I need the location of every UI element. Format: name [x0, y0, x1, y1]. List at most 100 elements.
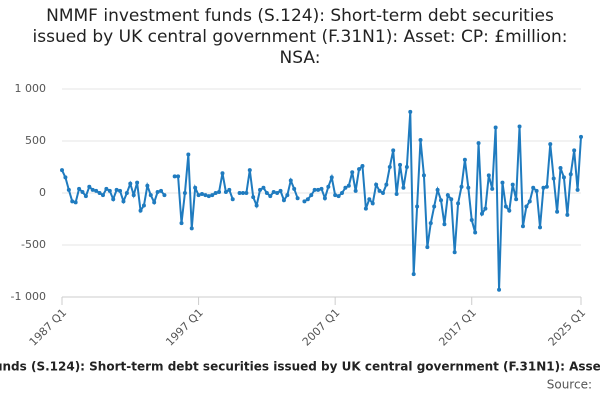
point — [541, 185, 546, 190]
point — [449, 197, 454, 202]
source: Source: — [547, 378, 592, 392]
point — [469, 218, 474, 223]
point — [172, 174, 177, 179]
point — [90, 187, 95, 192]
point — [179, 221, 184, 226]
point — [83, 194, 88, 199]
point — [411, 272, 416, 277]
point — [223, 189, 228, 194]
point — [425, 245, 430, 250]
point — [162, 193, 167, 198]
x-tick-label: 2007 Q1 — [300, 306, 343, 349]
point — [312, 187, 317, 192]
point — [476, 141, 481, 146]
point — [339, 191, 344, 195]
point — [104, 186, 109, 191]
point — [380, 191, 385, 195]
point — [264, 191, 269, 195]
footer-title: NMMF investment funds (S.124): Short-ter… — [0, 360, 600, 374]
point — [531, 185, 536, 190]
point — [155, 189, 160, 194]
point — [182, 191, 187, 195]
point — [428, 221, 433, 226]
point — [456, 201, 461, 206]
point — [131, 193, 136, 198]
point — [565, 212, 570, 217]
point — [363, 206, 368, 211]
point — [336, 194, 341, 199]
point — [520, 224, 525, 229]
point — [326, 184, 331, 189]
point — [350, 170, 355, 175]
point — [199, 192, 204, 197]
point — [575, 187, 580, 192]
point — [421, 173, 426, 178]
point — [227, 187, 232, 192]
point — [292, 186, 297, 191]
point — [251, 195, 256, 200]
point — [568, 172, 573, 177]
point — [247, 168, 252, 173]
point — [121, 199, 126, 204]
point — [507, 208, 512, 213]
y-tick-label: -1 000 — [11, 290, 46, 303]
point — [63, 175, 68, 180]
point — [538, 225, 543, 230]
point — [493, 125, 498, 130]
point — [391, 148, 396, 153]
point — [60, 168, 64, 173]
point — [210, 193, 215, 198]
point — [524, 204, 529, 209]
point — [288, 178, 293, 183]
point — [124, 191, 129, 195]
point — [196, 193, 201, 198]
x-tick-label: 1997 Q1 — [163, 306, 206, 349]
x-tick-label: 2025 Q1 — [546, 306, 589, 349]
point — [70, 199, 75, 204]
point — [189, 226, 194, 231]
point — [353, 188, 358, 193]
point — [148, 193, 153, 198]
point — [206, 194, 211, 199]
point — [408, 109, 413, 114]
point — [534, 188, 539, 193]
point — [268, 194, 273, 199]
point — [503, 204, 508, 209]
point — [87, 184, 92, 189]
point — [73, 200, 78, 205]
point — [579, 134, 583, 139]
point — [415, 204, 420, 209]
x-tick-label: 2017 Q1 — [436, 306, 479, 349]
point — [527, 199, 532, 204]
point — [237, 191, 242, 195]
series-line — [61, 111, 582, 290]
point — [404, 165, 409, 169]
point — [357, 167, 362, 172]
point — [193, 185, 198, 190]
point — [558, 166, 563, 171]
point — [217, 189, 222, 194]
point — [445, 193, 450, 198]
point — [186, 152, 191, 157]
point — [555, 209, 560, 214]
point — [401, 185, 406, 190]
point — [384, 182, 389, 187]
point — [295, 196, 300, 201]
point — [387, 165, 392, 169]
y-tick-label: 1 000 — [15, 82, 47, 95]
point — [346, 183, 351, 188]
point — [100, 193, 105, 198]
point — [275, 191, 280, 195]
point — [322, 196, 327, 201]
point — [258, 187, 263, 192]
point — [261, 185, 266, 190]
point — [305, 197, 310, 202]
point — [370, 201, 375, 206]
y-tick-label: 0 — [39, 186, 46, 199]
point — [309, 193, 314, 198]
point — [442, 222, 447, 227]
point — [517, 124, 522, 129]
point — [145, 183, 150, 188]
point — [514, 197, 519, 202]
